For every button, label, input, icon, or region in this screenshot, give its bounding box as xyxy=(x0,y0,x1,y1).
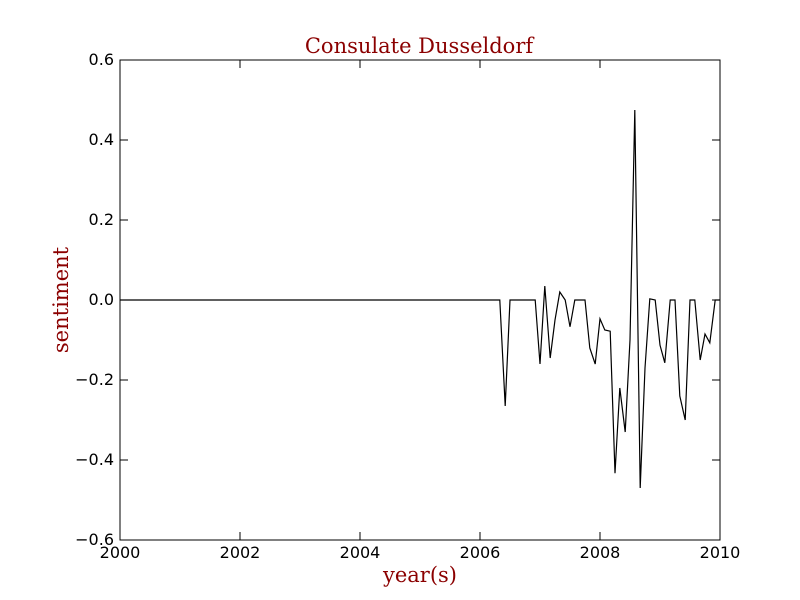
x-axis-label: year(s) xyxy=(382,563,457,587)
x-tick-label: 2006 xyxy=(460,543,501,562)
y-tick-label: 0.0 xyxy=(89,290,114,309)
axis-ticks: 2000 2002 2004 2006 2008 2010 −0.6 −0.4 −0.2 0.0 0… xyxy=(75,50,740,562)
y-tick-label: 0.4 xyxy=(89,130,114,149)
y-tick-label: −0.2 xyxy=(75,370,114,389)
y-axis-label: sentiment xyxy=(49,246,73,353)
y-tick-label: −0.6 xyxy=(75,530,114,549)
y-tick-label: 0.6 xyxy=(89,50,114,69)
y-tick-label: −0.4 xyxy=(75,450,114,469)
x-tick-label: 2010 xyxy=(700,543,741,562)
x-tick-label: 2000 xyxy=(100,543,141,562)
x-tick-label: 2002 xyxy=(220,543,261,562)
plot-area xyxy=(120,109,720,489)
series-line-0 xyxy=(120,109,720,489)
y-tick-label: 0.2 xyxy=(89,210,114,229)
chart-title: Consulate Dusseldorf xyxy=(305,34,536,58)
x-tick-label: 2008 xyxy=(580,543,621,562)
x-tick-label: 2004 xyxy=(340,543,381,562)
